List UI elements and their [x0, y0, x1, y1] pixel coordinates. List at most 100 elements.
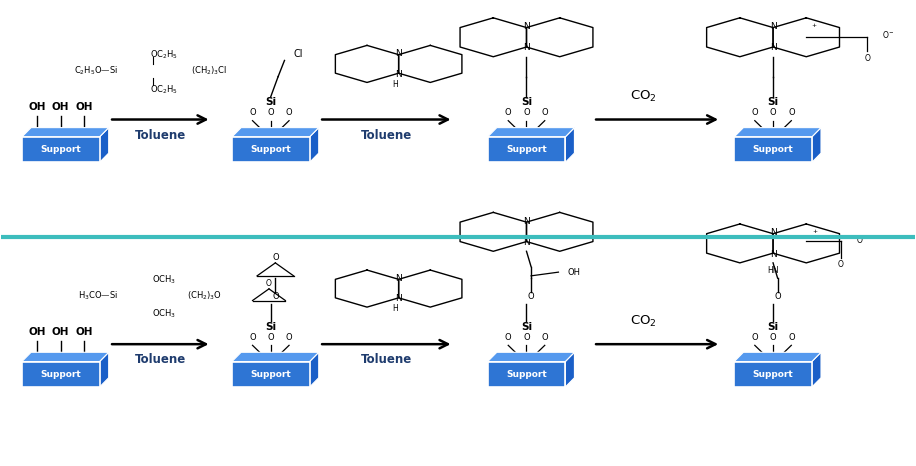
Text: O: O [505, 109, 511, 117]
Text: O: O [769, 109, 777, 117]
Text: O: O [523, 333, 529, 342]
Text: OCH$_3$: OCH$_3$ [152, 308, 176, 320]
Text: Support: Support [753, 145, 793, 154]
Text: H$_3$CO—Si: H$_3$CO—Si [78, 289, 118, 302]
Text: H: H [392, 80, 398, 89]
FancyBboxPatch shape [232, 362, 310, 387]
Text: O: O [249, 109, 256, 117]
FancyBboxPatch shape [735, 137, 812, 162]
Text: O: O [541, 109, 548, 117]
Polygon shape [22, 128, 109, 137]
Text: O: O [865, 54, 870, 62]
Text: OH: OH [52, 103, 70, 112]
Text: OC$_2$H$_5$: OC$_2$H$_5$ [150, 48, 178, 61]
Text: O: O [788, 109, 795, 117]
Text: Si: Si [521, 97, 532, 107]
Text: O: O [528, 292, 534, 301]
Text: $^+$: $^+$ [810, 22, 817, 31]
Polygon shape [487, 128, 574, 137]
Text: O: O [249, 333, 256, 342]
Text: (CH$_2$)$_3$Cl: (CH$_2$)$_3$Cl [191, 65, 227, 77]
Text: O: O [267, 333, 274, 342]
Polygon shape [565, 128, 574, 162]
Text: Cl: Cl [293, 48, 303, 59]
Text: OH: OH [568, 267, 581, 277]
Polygon shape [487, 352, 574, 362]
Text: Si: Si [768, 97, 779, 107]
Text: Toluene: Toluene [135, 129, 186, 142]
Polygon shape [735, 352, 821, 362]
Text: N: N [396, 294, 402, 303]
Text: Support: Support [507, 145, 547, 154]
Text: Support: Support [40, 145, 82, 154]
Text: OH: OH [76, 103, 93, 112]
FancyBboxPatch shape [735, 362, 812, 387]
Text: N: N [769, 22, 777, 31]
Polygon shape [232, 352, 319, 362]
Polygon shape [565, 352, 574, 387]
Text: O: O [788, 333, 795, 342]
Text: N: N [769, 43, 777, 53]
Text: O: O [751, 333, 758, 342]
Text: O: O [286, 109, 292, 117]
Text: O: O [286, 333, 292, 342]
Text: Si: Si [521, 322, 532, 332]
Text: N: N [769, 250, 777, 259]
Text: O: O [272, 253, 278, 262]
Text: Support: Support [507, 370, 547, 379]
Polygon shape [812, 128, 821, 162]
FancyBboxPatch shape [487, 137, 565, 162]
Text: Support: Support [250, 145, 291, 154]
Text: Toluene: Toluene [135, 353, 186, 366]
Text: Support: Support [753, 370, 793, 379]
Text: O: O [541, 333, 548, 342]
Text: O: O [505, 333, 511, 342]
Text: Support: Support [40, 370, 82, 379]
FancyBboxPatch shape [487, 362, 565, 387]
Text: N: N [523, 43, 529, 53]
Text: OH: OH [76, 327, 93, 337]
Text: Si: Si [266, 322, 277, 332]
FancyBboxPatch shape [22, 362, 100, 387]
Text: (CH$_2$)$_3$O: (CH$_2$)$_3$O [187, 289, 222, 302]
Text: N: N [523, 22, 529, 31]
Text: H: H [392, 304, 398, 314]
Polygon shape [100, 352, 109, 387]
Text: O: O [266, 279, 272, 288]
Text: OH: OH [28, 327, 46, 337]
Text: O$^{-}$: O$^{-}$ [882, 29, 895, 41]
Text: O: O [272, 292, 278, 301]
Text: O: O [267, 109, 274, 117]
Text: O: O [837, 260, 844, 269]
Polygon shape [812, 352, 821, 387]
Polygon shape [100, 128, 109, 162]
Text: O$^{-}$: O$^{-}$ [856, 233, 867, 245]
Text: OH: OH [28, 103, 46, 112]
Text: N: N [523, 238, 529, 247]
FancyBboxPatch shape [232, 137, 310, 162]
Polygon shape [22, 352, 109, 362]
Text: N: N [396, 69, 402, 79]
Text: N: N [396, 274, 402, 283]
Text: Toluene: Toluene [361, 353, 412, 366]
Text: CO$_2$: CO$_2$ [630, 89, 657, 104]
Text: N: N [396, 49, 402, 58]
Polygon shape [735, 128, 821, 137]
Text: N: N [769, 228, 777, 237]
Text: O: O [769, 333, 777, 342]
Text: O: O [523, 109, 529, 117]
Text: Si: Si [768, 322, 779, 332]
Text: OC$_2$H$_5$: OC$_2$H$_5$ [150, 83, 178, 96]
Text: O: O [751, 109, 758, 117]
Polygon shape [310, 352, 319, 387]
Text: OH: OH [52, 327, 70, 337]
Text: C$_2$H$_5$O—Si: C$_2$H$_5$O—Si [74, 65, 118, 77]
Text: $^+$: $^+$ [812, 228, 819, 237]
Text: CO$_2$: CO$_2$ [630, 314, 657, 329]
Text: HN: HN [768, 266, 779, 275]
Text: OCH$_3$: OCH$_3$ [152, 273, 176, 286]
Polygon shape [310, 128, 319, 162]
Polygon shape [232, 128, 319, 137]
Text: Toluene: Toluene [361, 129, 412, 142]
Text: Si: Si [266, 97, 277, 107]
